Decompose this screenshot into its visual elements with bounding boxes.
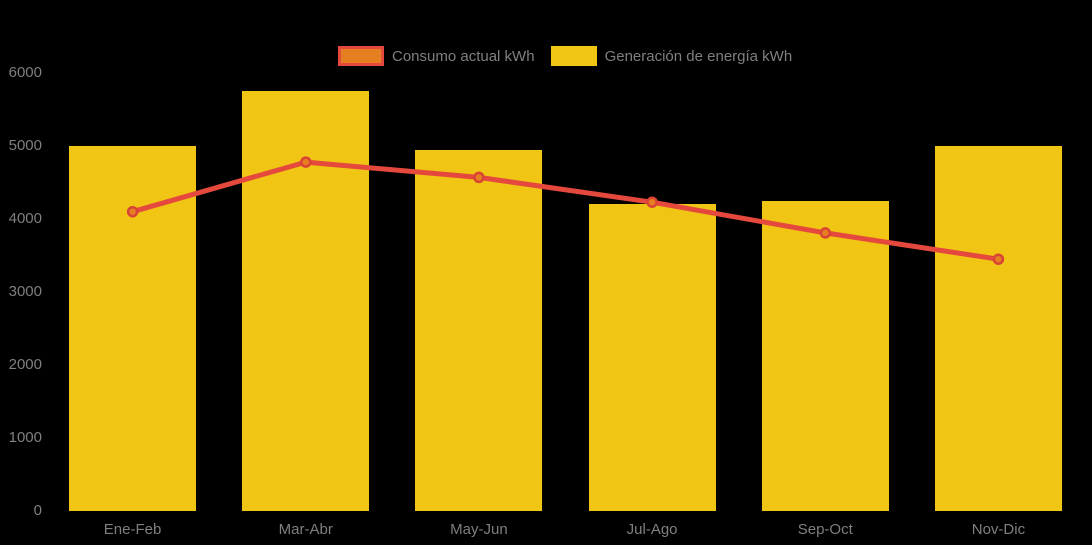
- x-axis-label-nov-dic: Nov-Dic: [971, 521, 1026, 538]
- y-axis-label-0: 0: [33, 502, 42, 519]
- chart-legend: Consumo actual kWh Generación de energía…: [338, 46, 792, 66]
- line-point-nov-dic[interactable]: [992, 253, 1005, 265]
- y-axis-label-5000: 5000: [8, 137, 42, 154]
- legend-item-generacion[interactable]: Generación de energía kWh: [550, 46, 793, 66]
- y-axis-label-6000: 6000: [8, 64, 42, 81]
- bar-nov-dic[interactable]: [934, 146, 1062, 511]
- y-axis-label-3000: 3000: [8, 283, 42, 300]
- line-point-ene-feb[interactable]: [126, 205, 139, 218]
- consumption-line: [130, 159, 1001, 262]
- y-axis-label-4000: 4000: [8, 210, 42, 227]
- legend-label-consumo: Consumo actual kWh: [392, 47, 535, 65]
- x-axis-label-jul-ago: Jul-Ago: [626, 521, 678, 538]
- line-point-jul-ago[interactable]: [646, 196, 658, 208]
- x-axis-label-ene-feb: Ene-Feb: [103, 521, 162, 538]
- y-axis-label-2000: 2000: [8, 356, 42, 373]
- line-point-mar-abr[interactable]: [300, 156, 312, 168]
- x-axis-label-mar-abr: Mar-Abr: [278, 521, 333, 538]
- consumption-line-layer: [126, 156, 1005, 265]
- bar-jul-ago[interactable]: [588, 204, 716, 511]
- x-axis-label-may-jun: May-Jun: [450, 521, 508, 538]
- line-point-sep-oct[interactable]: [819, 227, 832, 239]
- line-series-swatch-icon: [338, 46, 384, 66]
- bar-series-swatch-icon: [550, 46, 597, 66]
- line-point-may-jun[interactable]: [473, 171, 485, 184]
- y-axis-label-1000: 1000: [8, 429, 42, 446]
- legend-label-generacion: Generación de energía kWh: [604, 47, 793, 65]
- bar-sep-oct[interactable]: [761, 200, 889, 511]
- x-axis-label-sep-oct: Sep-Oct: [797, 521, 853, 538]
- plot-area: [46, 73, 1085, 511]
- legend-item-consumo[interactable]: Consumo actual kWh: [338, 46, 535, 66]
- bar-may-jun[interactable]: [415, 149, 543, 511]
